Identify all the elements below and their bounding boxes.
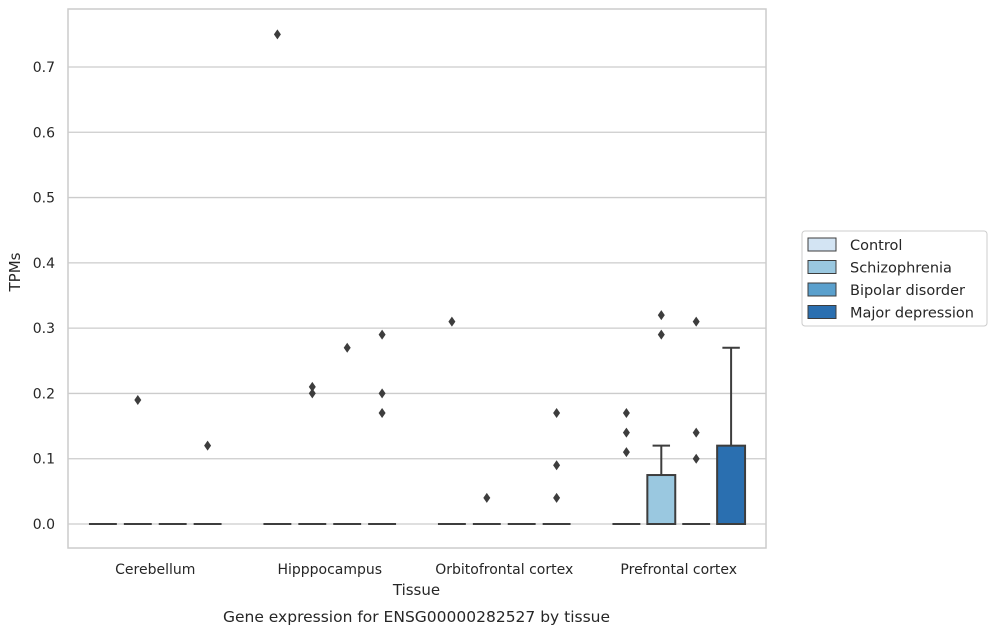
outlier-point xyxy=(553,460,561,471)
y-tick-label: 0.4 xyxy=(33,256,55,272)
x-axis-label: Tissue xyxy=(392,581,440,599)
box-schizophrenia xyxy=(123,394,152,525)
box-control xyxy=(612,408,641,525)
legend-label: Schizophrenia xyxy=(850,261,952,277)
gridlines xyxy=(68,66,766,525)
outlier-point xyxy=(483,492,491,503)
y-tick-label: 0.5 xyxy=(33,191,55,207)
x-tick-label: Cerebellum xyxy=(115,562,195,578)
y-tick-label: 0.7 xyxy=(33,60,55,76)
x-axis-tick-labels: Cerebellum Hipppocampus Orbitofrontal cort… xyxy=(115,562,737,578)
box-major-depression xyxy=(542,408,571,525)
box-major-depression xyxy=(716,346,747,525)
outlier-point xyxy=(378,329,386,340)
plot-frame xyxy=(67,8,767,549)
box-schizophrenia xyxy=(298,381,327,525)
outlier-point xyxy=(378,388,386,399)
outlier-point xyxy=(622,427,630,438)
legend-label: Major depression xyxy=(850,306,974,322)
box-major-depression xyxy=(193,440,222,525)
legend-frame xyxy=(801,230,988,327)
outlier-point xyxy=(657,310,665,321)
outlier-point xyxy=(553,408,561,419)
x-tick-label: Prefrontal cortex xyxy=(620,562,737,578)
legend-swatch xyxy=(807,237,837,252)
x-tick-label: Hipppocampus xyxy=(277,562,382,578)
outlier-point xyxy=(378,408,386,419)
outlier-point xyxy=(448,316,456,327)
outlier-point xyxy=(308,388,316,399)
outlier-point xyxy=(273,29,281,40)
y-tick-label: 0.3 xyxy=(33,321,55,337)
legend-label: Control xyxy=(850,238,902,254)
y-axis-label: TPMs xyxy=(6,252,24,292)
outlier-point xyxy=(204,440,212,451)
outlier-point xyxy=(657,329,665,340)
chart-caption: Gene expression for ENSG00000282527 by t… xyxy=(223,608,610,626)
y-tick-label: 0.2 xyxy=(33,386,55,402)
legend-swatch xyxy=(807,282,837,297)
box-bipolar-disorder xyxy=(333,342,362,525)
box-series xyxy=(88,29,747,525)
legend-label: Bipolar disorder xyxy=(850,283,965,299)
outlier-point xyxy=(308,381,316,392)
box-major-depression xyxy=(368,329,397,525)
legend-swatch xyxy=(807,305,837,319)
outlier-point xyxy=(692,316,700,327)
box-body xyxy=(646,474,677,525)
outlier-point xyxy=(343,342,351,353)
box-control xyxy=(263,29,292,525)
outlier-point xyxy=(692,453,700,464)
outlier-point xyxy=(692,427,700,438)
y-tick-label: 0.6 xyxy=(33,125,55,141)
outlier-point xyxy=(622,447,630,458)
y-tick-label: 0.1 xyxy=(33,452,55,468)
box-schizophrenia xyxy=(472,492,501,525)
outlier-point xyxy=(622,408,630,419)
outlier-point xyxy=(134,394,142,405)
legend: Control Schizophrenia Bipolar disorder Majo… xyxy=(801,230,988,327)
box-bipolar-disorder xyxy=(682,316,711,525)
box-schizophrenia xyxy=(646,310,677,525)
y-tick-label: 0.0 xyxy=(33,517,55,533)
y-axis-tick-labels: 0.0 0.1 0.2 0.3 0.4 0.5 0.6 0.7 xyxy=(33,60,55,533)
box-control xyxy=(437,316,466,525)
box-body xyxy=(716,444,747,525)
outlier-point xyxy=(553,492,561,503)
x-tick-label: Orbitofrontal cortex xyxy=(435,562,573,578)
legend-swatch xyxy=(807,260,837,274)
